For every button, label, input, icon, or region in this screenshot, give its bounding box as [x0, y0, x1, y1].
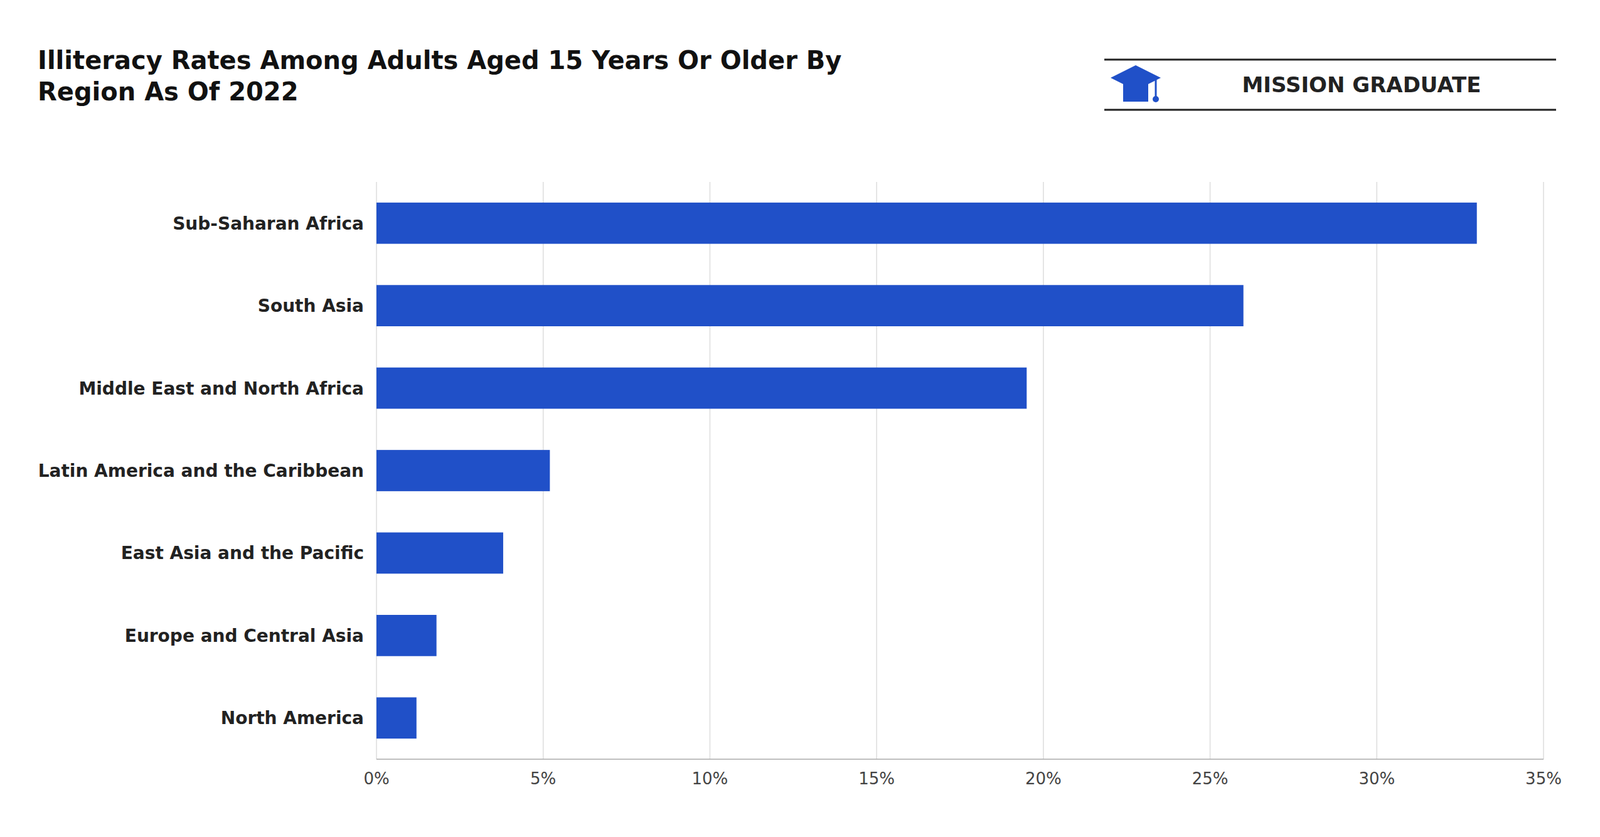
- grid-line: [1209, 181, 1211, 760]
- bar: [376, 697, 417, 739]
- y-tick-label: Europe and Central Asia: [124, 625, 364, 647]
- x-tick-label: 20%: [1025, 769, 1062, 789]
- bar: [376, 202, 1478, 245]
- bar: [376, 614, 437, 657]
- bar: [376, 367, 1027, 410]
- logo-icon-part: [1152, 96, 1159, 103]
- chart-svg: Illiteracy Rates Among Adults Aged 15 Ye…: [0, 0, 1600, 837]
- grid-line: [1542, 181, 1545, 760]
- grid-line: [1376, 181, 1378, 760]
- x-tick-label: 35%: [1525, 769, 1562, 789]
- title: Illiteracy Rates Among Adults Aged 15 Ye…: [37, 45, 842, 107]
- logo-icon-part: [1110, 65, 1161, 91]
- grid-line: [1042, 181, 1045, 760]
- y-tick-label: East Asia and the Pacific: [121, 542, 364, 564]
- logo-rule: [1104, 58, 1557, 61]
- logo-icon: [1110, 65, 1161, 103]
- grid-line: [875, 181, 878, 760]
- y-tick-label: South Asia: [257, 295, 364, 317]
- title-line: Illiteracy Rates Among Adults Aged 15 Ye…: [37, 45, 842, 75]
- bar: [376, 284, 1244, 327]
- logo-rule: [1104, 109, 1557, 112]
- y-tick-label: Sub-Saharan Africa: [172, 213, 364, 235]
- logo-icon-part: [1155, 77, 1158, 97]
- grid: [376, 181, 1544, 760]
- grid-line: [709, 181, 711, 760]
- bar: [376, 532, 504, 575]
- bars: [376, 202, 1478, 739]
- bar: [376, 449, 550, 492]
- y-tick-label: Middle East and North Africa: [78, 378, 364, 400]
- x-tick-label: 5%: [530, 769, 556, 789]
- x-tick-label: 15%: [858, 769, 895, 789]
- chart-container: Illiteracy Rates Among Adults Aged 15 Ye…: [0, 0, 1600, 837]
- x-tick-label: 0%: [363, 769, 390, 789]
- x-tick-label: 25%: [1192, 769, 1229, 789]
- background: [0, 0, 1600, 837]
- y-tick-label: Latin America and the Caribbean: [38, 460, 364, 482]
- x-tick-label: 30%: [1358, 769, 1395, 789]
- y-tick-label: North America: [220, 707, 364, 729]
- x-tick-label: 10%: [692, 769, 729, 789]
- title-line: Region As Of 2022: [37, 77, 299, 107]
- annotation: MISSION GRADUATE: [1241, 72, 1481, 98]
- x-axis-line: [376, 758, 1544, 760]
